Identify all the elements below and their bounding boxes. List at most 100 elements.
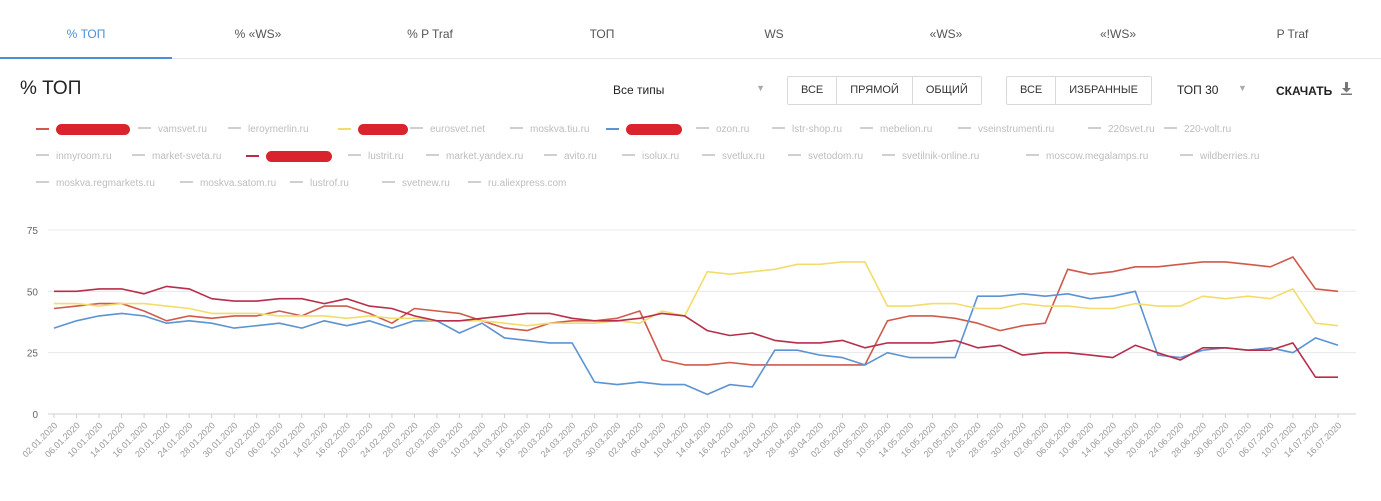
scope-favorites-button[interactable]: ИЗБРАННЫЕ bbox=[1055, 77, 1151, 104]
legend-label: market-sveta.ru bbox=[152, 151, 222, 162]
legend-item[interactable]: svetlux.ru bbox=[702, 151, 765, 162]
tab-percent-ws[interactable]: % «WS» bbox=[234, 27, 282, 41]
legend-swatch bbox=[1026, 154, 1039, 157]
download-button[interactable]: СКАЧАТЬ bbox=[1276, 82, 1352, 98]
chevron-down-icon: ▼ bbox=[1238, 83, 1247, 93]
tab-percent-top[interactable]: % ТОП bbox=[0, 0, 172, 59]
legend-swatch bbox=[36, 154, 49, 157]
legend-item[interactable]: mebelion.ru bbox=[860, 124, 932, 135]
legend-item[interactable]: eurosvet.net bbox=[410, 124, 485, 135]
legend-item[interactable]: svetnew.ru bbox=[382, 178, 450, 189]
redaction-mark bbox=[626, 124, 682, 135]
legend-swatch bbox=[180, 181, 193, 184]
legend-swatch bbox=[36, 127, 49, 130]
legend-label: ru.aliexpress.com bbox=[488, 178, 567, 189]
tab-ws[interactable]: WS bbox=[764, 27, 784, 41]
legend-item[interactable]: lustrof.ru bbox=[290, 178, 349, 189]
download-icon bbox=[1340, 82, 1352, 98]
legend-swatch bbox=[426, 154, 439, 157]
legend-item[interactable]: svetilnik-online.ru bbox=[882, 151, 979, 162]
y-tick-label: 75 bbox=[27, 226, 39, 237]
legend-swatch bbox=[772, 127, 785, 130]
legend-label: inmyroom.ru bbox=[56, 151, 112, 162]
legend-item[interactable]: ozon.ru bbox=[696, 124, 749, 135]
legend-swatch bbox=[132, 154, 145, 157]
legend-swatch bbox=[958, 127, 971, 130]
legend-label: vseinstrumenti.ru bbox=[978, 124, 1055, 135]
legend-item[interactable]: isolux.ru bbox=[622, 151, 679, 162]
legend-label: svetlux.ru bbox=[722, 151, 765, 162]
legend-swatch bbox=[622, 154, 635, 157]
legend-item[interactable]: inmyroom.ru bbox=[36, 151, 112, 162]
legend-swatch bbox=[468, 181, 481, 184]
legend-item[interactable]: vamsvet.ru bbox=[138, 124, 207, 135]
chevron-down-icon: ▼ bbox=[756, 83, 765, 93]
legend-swatch bbox=[246, 154, 259, 157]
series-line-1 bbox=[53, 256, 1339, 366]
legend-item[interactable]: vseinstrumenti.ru bbox=[958, 124, 1054, 135]
page-title: % ТОП bbox=[20, 78, 82, 99]
legend-swatch bbox=[1180, 154, 1193, 157]
legend-label: svetnew.ru bbox=[402, 178, 450, 189]
tab-percent-ptraf[interactable]: % P Traf bbox=[407, 27, 453, 41]
match-type-toggle: ВСЕ ПРЯМОЙ ОБЩИЙ bbox=[787, 76, 982, 105]
legend-label: moscow.megalamps.ru bbox=[1046, 151, 1149, 162]
legend-label: moskva.satom.ru bbox=[200, 178, 277, 189]
legend-item[interactable]: leroymerlin.ru bbox=[228, 124, 309, 135]
legend-swatch bbox=[290, 181, 303, 184]
legend-label: lstr-shop.ru bbox=[792, 124, 843, 135]
redaction-mark bbox=[358, 124, 408, 135]
tab-ptraf[interactable]: P Traf bbox=[1276, 27, 1309, 41]
legend-item[interactable]: moskva.satom.ru bbox=[180, 178, 276, 189]
legend-label: 220svet.ru bbox=[1108, 124, 1155, 135]
legend-item[interactable]: moskva.tiu.ru bbox=[510, 124, 589, 135]
legend-item[interactable]: svetodom.ru bbox=[788, 151, 863, 162]
legend-item[interactable]: 220-volt.ru bbox=[1164, 124, 1231, 135]
legend-item-redacted[interactable] bbox=[246, 151, 332, 162]
legend-swatch bbox=[606, 127, 619, 130]
legend-item[interactable]: avito.ru bbox=[544, 151, 597, 162]
legend-item[interactable]: moscow.megalamps.ru bbox=[1026, 151, 1148, 162]
legend-swatch bbox=[228, 127, 241, 130]
legend-swatch bbox=[788, 154, 801, 157]
legend-swatch bbox=[702, 154, 715, 157]
legend-item[interactable]: market-sveta.ru bbox=[132, 151, 221, 162]
legend-swatch bbox=[1088, 127, 1101, 130]
legend-item[interactable]: 220svet.ru bbox=[1088, 124, 1155, 135]
legend-swatch bbox=[882, 154, 895, 157]
legend-item[interactable]: wildberries.ru bbox=[1180, 151, 1259, 162]
legend-item-redacted[interactable] bbox=[338, 124, 408, 135]
legend-item-redacted[interactable] bbox=[36, 124, 130, 135]
legend-swatch bbox=[410, 127, 423, 130]
legend-item[interactable]: lustrit.ru bbox=[348, 151, 404, 162]
legend-swatch bbox=[510, 127, 523, 130]
y-tick-label: 50 bbox=[27, 287, 39, 298]
legend-item[interactable]: ru.aliexpress.com bbox=[468, 178, 566, 189]
legend-label: leroymerlin.ru bbox=[248, 124, 309, 135]
type-filter-value: Все типы bbox=[613, 83, 665, 97]
legend-swatch bbox=[338, 127, 351, 130]
series-line-4 bbox=[54, 285, 1338, 378]
tab-exact-ws[interactable]: «!WS» bbox=[1099, 27, 1136, 41]
legend-swatch bbox=[36, 181, 49, 184]
y-tick-label: 25 bbox=[27, 349, 39, 360]
legend-label: mebelion.ru bbox=[880, 124, 933, 135]
top-filter-value: ТОП 30 bbox=[1177, 83, 1219, 97]
series-line-2 bbox=[53, 290, 1339, 396]
legend-item-redacted[interactable] bbox=[606, 124, 682, 135]
match-direct-button[interactable]: ПРЯМОЙ bbox=[836, 77, 912, 104]
legend-label: wildberries.ru bbox=[1200, 151, 1260, 162]
match-all-button[interactable]: ВСЕ bbox=[801, 84, 824, 96]
legend-label: ozon.ru bbox=[716, 124, 750, 135]
legend-item[interactable]: market.yandex.ru bbox=[426, 151, 523, 162]
legend-item[interactable]: lstr-shop.ru bbox=[772, 124, 842, 135]
tab-quoted-ws[interactable]: «WS» bbox=[929, 27, 963, 41]
match-broad-button[interactable]: ОБЩИЙ bbox=[911, 77, 981, 104]
line-chart: 025507502.01.202006.01.202010.01.202014.… bbox=[20, 226, 1356, 459]
tab-top[interactable]: ТОП bbox=[589, 27, 615, 41]
type-filter-select[interactable]: Все типы ▼ bbox=[613, 78, 773, 102]
redaction-mark bbox=[266, 151, 332, 162]
legend-item[interactable]: moskva.regmarkets.ru bbox=[36, 178, 155, 189]
redaction-mark bbox=[56, 124, 130, 135]
scope-all-button[interactable]: ВСЕ bbox=[1020, 84, 1043, 96]
